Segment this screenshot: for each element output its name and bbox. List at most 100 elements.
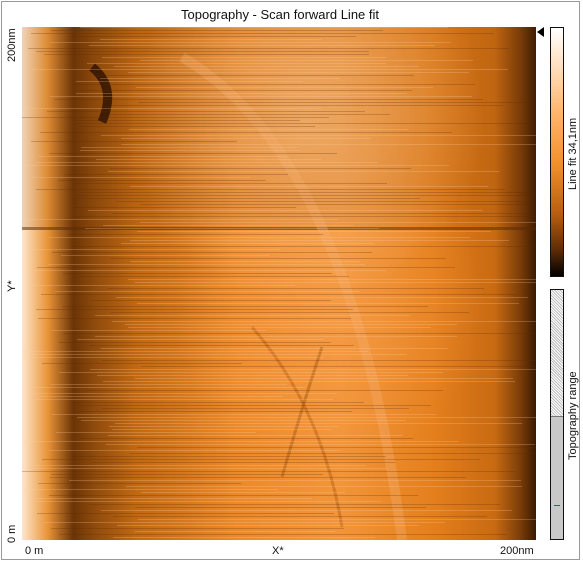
scan-line <box>85 390 443 391</box>
x-axis-title: X* <box>272 545 284 557</box>
color-scale-bar <box>550 27 564 277</box>
topography-image[interactable] <box>22 27 536 540</box>
scan-line <box>130 186 488 187</box>
scan-line <box>128 327 431 328</box>
scan-line <box>65 174 288 175</box>
scan-line <box>141 366 536 367</box>
scan-line <box>42 363 242 364</box>
color-scale-label: Line fit 34,1nm <box>567 117 579 190</box>
scan-line <box>136 87 433 88</box>
scan-line <box>32 468 387 469</box>
range-indicator <box>554 505 560 506</box>
scan-line <box>89 504 500 505</box>
scan-line <box>94 75 414 76</box>
scan-line <box>108 435 403 436</box>
scan-line <box>55 291 360 292</box>
scan-line <box>77 405 431 406</box>
scan-line <box>54 99 483 100</box>
scan-line <box>36 189 505 190</box>
scan-line <box>81 147 296 148</box>
x-axis-min-label: 0 m <box>25 545 44 557</box>
scan-line <box>115 423 522 424</box>
scan-line <box>38 156 287 157</box>
topography-scan <box>22 27 536 540</box>
scan-line <box>102 360 536 361</box>
scan-line <box>90 369 536 370</box>
scan-line <box>31 141 237 142</box>
scan-line <box>121 138 371 139</box>
scan-line <box>76 93 407 94</box>
scan-line <box>110 114 390 115</box>
scan-line <box>22 471 515 472</box>
scan-line <box>51 384 287 385</box>
scan-line <box>42 459 480 460</box>
scan-line <box>31 69 508 70</box>
scan-line <box>76 123 536 124</box>
scan-line <box>111 312 469 313</box>
scan-line <box>37 267 455 268</box>
scan-line <box>113 537 375 538</box>
scan-line <box>102 408 409 409</box>
scan-line <box>51 330 266 331</box>
scan-line <box>100 39 322 40</box>
scan-line <box>28 219 338 220</box>
scan-line <box>31 33 494 34</box>
scan-line <box>140 60 473 61</box>
scan-line <box>48 264 365 265</box>
y-axis-max-label: 200nm <box>6 28 18 62</box>
scan-line <box>35 162 378 163</box>
scan-line <box>81 420 406 421</box>
scan-line <box>76 81 303 82</box>
scan-line <box>138 102 536 103</box>
y-axis-min-label: 0 m <box>6 524 18 543</box>
topography-range-bar[interactable] <box>550 289 564 540</box>
scan-line <box>92 300 331 301</box>
scan-line <box>49 153 337 154</box>
scan-line <box>22 354 407 355</box>
scan-line <box>113 516 487 517</box>
scan-line <box>22 351 368 352</box>
scan-line <box>137 447 536 448</box>
scan-line <box>130 261 361 262</box>
scan-line <box>37 513 334 514</box>
scan-line <box>22 117 329 118</box>
scan-line <box>38 483 241 484</box>
scan-line <box>24 108 321 109</box>
triangle-marker-icon[interactable] <box>537 27 544 37</box>
scan-line <box>110 258 446 259</box>
scan-line <box>49 237 470 238</box>
scan-line <box>108 171 499 172</box>
scan-line <box>59 342 331 343</box>
scan-line <box>71 198 420 199</box>
scan-line <box>128 279 536 280</box>
scan-line <box>72 246 536 247</box>
scan-line <box>81 276 349 277</box>
scan-line <box>75 216 536 217</box>
scan-line <box>80 27 448 28</box>
scan-line <box>88 210 483 211</box>
scan-line <box>106 444 535 445</box>
scan-line <box>87 63 386 64</box>
scan-line <box>50 477 466 478</box>
scan-line <box>117 525 419 526</box>
scan-line <box>135 282 536 283</box>
scan-line <box>102 57 386 58</box>
scan-line <box>81 90 412 91</box>
x-axis-max-label: 200nm <box>500 545 534 557</box>
scan-line <box>125 324 457 325</box>
scan-line <box>36 309 353 310</box>
scan-line <box>28 387 305 388</box>
scan-line <box>121 243 374 244</box>
scan-line <box>71 36 356 37</box>
image-title: Topography - Scan forward Line fit <box>181 7 379 22</box>
scan-line <box>130 240 509 241</box>
scan-line <box>97 375 408 376</box>
scan-line <box>58 180 266 181</box>
scan-line <box>51 528 344 529</box>
scan-line <box>100 78 340 79</box>
scan-line <box>24 441 459 442</box>
scan-line <box>32 357 323 358</box>
scan-line <box>77 339 323 340</box>
scan-line <box>137 303 519 304</box>
scan-line <box>31 177 251 178</box>
